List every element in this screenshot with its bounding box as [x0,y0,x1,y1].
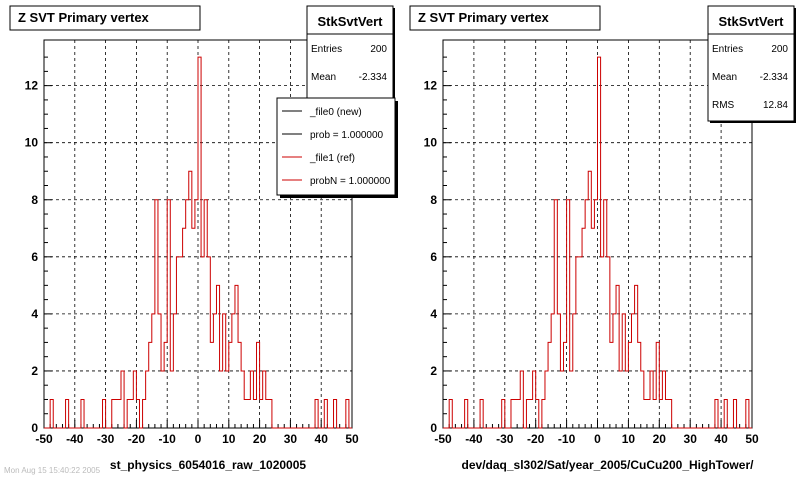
y-tick-label: 10 [25,136,39,150]
x-tick-label: -20 [527,432,545,446]
y-tick-label: 6 [430,250,437,264]
y-tick-label: 4 [31,307,38,321]
x-tick-label: -30 [97,432,115,446]
stats-label: Entries [311,44,342,55]
x-tick-label: 30 [284,432,298,446]
stats-value: -2.334 [760,72,789,83]
x-tick-label: -10 [159,432,177,446]
x-tick-label: 10 [622,432,636,446]
stats-value: 200 [771,44,788,55]
stats-label: RMS [712,100,735,111]
histogram-line [44,56,352,429]
stats-title: StkSvtVert [317,14,383,29]
x-tick-label: -40 [66,432,84,446]
stats-value: -2.334 [359,72,388,83]
histogram-line [443,56,752,429]
y-tick-label: 10 [424,136,438,150]
legend-box [276,97,396,196]
x-tick-label: 0 [594,432,601,446]
title-box [409,5,601,31]
stats-label: Mean [311,72,336,83]
stats-title: StkSvtVert [718,14,784,29]
chart-title: Z SVT Primary vertex [18,10,150,25]
chart-title: Z SVT Primary vertex [418,10,550,25]
x-tick-label: -20 [128,432,146,446]
y-tick-label: 0 [31,421,38,435]
y-tick-label: 2 [31,364,38,378]
stats-value: 12.84 [763,100,788,111]
legend-label: prob = 1.000000 [310,130,384,141]
legend-label: _file1 (ref) [309,153,355,164]
x-tick-label: -40 [465,432,483,446]
x-tick-label: -50 [434,432,452,446]
x-tick-label: 50 [345,432,359,446]
x-tick-label: 50 [745,432,759,446]
x-tick-label: 40 [315,432,329,446]
y-tick-label: 2 [430,364,437,378]
x-tick-label: 10 [222,432,236,446]
y-tick-label: 4 [430,307,437,321]
x-tick-label: -10 [558,432,576,446]
y-tick-label: 0 [430,421,437,435]
x-tick-label: 40 [714,432,728,446]
x-tick-label: 20 [253,432,267,446]
stats-value: 200 [370,44,387,55]
legend: _file0 (new) prob = 1.000000 _file1 (ref) p… [276,97,398,198]
legend-label: probN = 1.000000 [310,176,391,187]
x-axis-label: dev/daq_sl302/Sat/year_2005/CuCu200_High… [462,458,755,472]
stats-label: Mean [712,72,737,83]
title-box [9,5,201,31]
x-tick-label: 30 [684,432,698,446]
histogram-panel-2: -50 -40 -30 -20 -10 0 10 20 30 40 50 0 2 4 6 8 10 12 Z SVT… [409,5,796,472]
stats-label: Entries [712,44,743,55]
legend-label: _file0 (new) [309,107,362,118]
footer-timestamp: Mon Aug 15 15:40:22 2005 [4,466,101,475]
x-tick-label: 0 [195,432,202,446]
y-tick-label: 12 [424,79,438,93]
y-tick-label: 8 [31,193,38,207]
stats-box [707,5,795,122]
x-axis-label: st_physics_6054016_raw_1020005 [110,458,306,472]
x-tick-label: 20 [653,432,667,446]
histogram-panel-1: -50 -40 -30 -20 -10 0 10 20 30 40 50 0 2 4 6 8 10 12 Z SVT… [9,5,398,472]
x-tick-label: -50 [35,432,53,446]
y-tick-label: 8 [430,193,437,207]
x-tick-label: -30 [496,432,514,446]
y-tick-label: 6 [31,250,38,264]
y-tick-label: 12 [25,79,39,93]
